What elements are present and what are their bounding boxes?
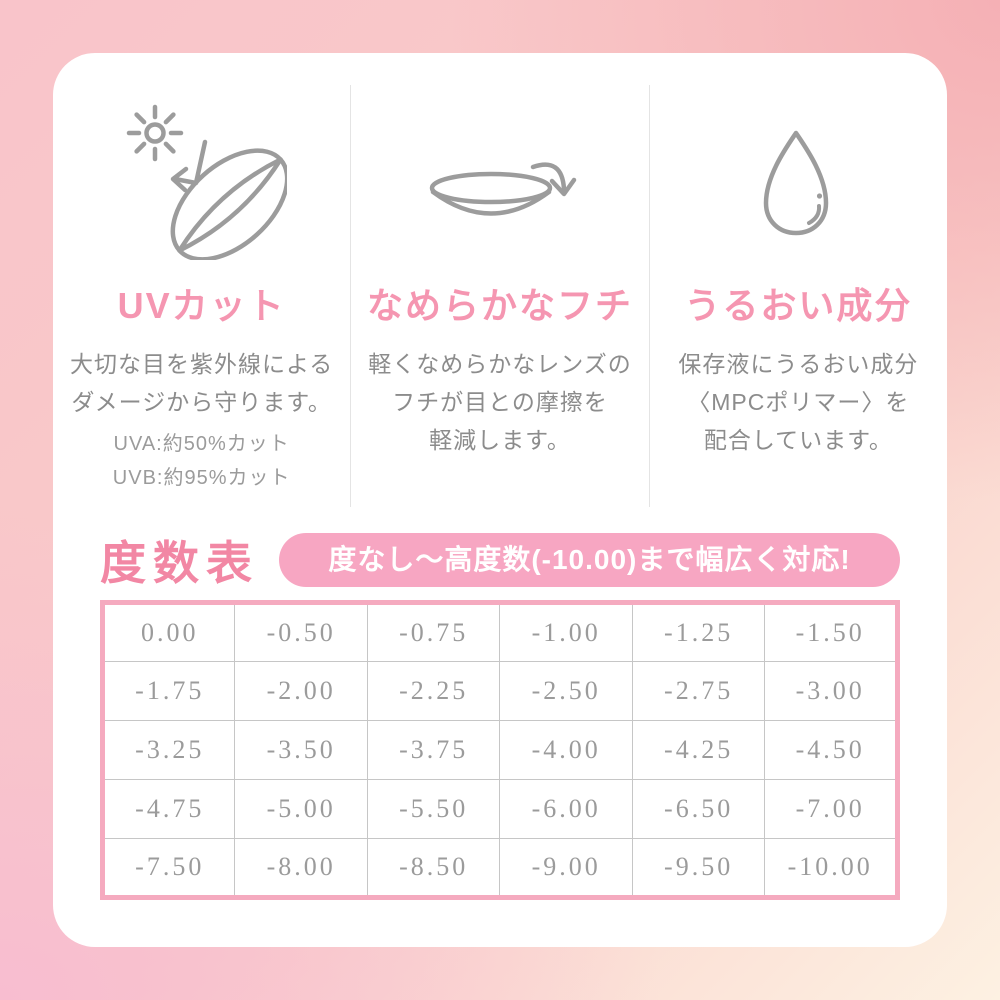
power-value-cell: -5.00: [234, 779, 368, 839]
power-value-cell: -3.00: [764, 661, 898, 721]
power-value-cell: -4.00: [499, 720, 633, 780]
power-value-cell: -2.00: [234, 661, 368, 721]
feature-title: UVカット: [117, 285, 286, 326]
feature-moisture: うるおい成分 保存液にうるおい成分 〈MPCポリマー〉を 配合しています。: [648, 85, 947, 507]
power-value-cell: -4.75: [101, 779, 236, 839]
power-value-cell: -7.00: [764, 779, 898, 839]
power-section-header: 度数表 度なし〜高度数(-10.00)まで幅広く対応!: [100, 527, 900, 593]
feature-description: 保存液にうるおい成分 〈MPCポリマー〉を 配合しています。: [678, 351, 919, 453]
power-value-cell: -3.25: [101, 720, 236, 780]
table-row: -3.25 -3.50 -3.75 -4.00 -4.25 -4.50: [101, 720, 898, 780]
feature-uv-cut: UVカット 大切な目を紫外線による ダメージから守ります。 UVA:約50%カッ…: [53, 85, 350, 507]
feature-smooth-edge: なめらかなフチ 軽くなめらかなレンズの フチが目との摩擦を 軽減します。: [350, 85, 648, 507]
features-section: UVカット 大切な目を紫外線による ダメージから守ります。 UVA:約50%カッ…: [53, 85, 947, 507]
power-value-cell: -1.25: [631, 602, 766, 662]
power-table: 0.00 -0.50 -0.75 -1.00 -1.25 -1.50 -1.75…: [100, 600, 900, 900]
power-value-cell: -0.75: [366, 602, 501, 662]
power-value-cell: -1.50: [764, 602, 898, 662]
power-value-cell: -2.25: [366, 661, 501, 721]
table-row: -7.50 -8.00 -8.50 -9.00 -9.50 -10.00: [101, 838, 898, 898]
moisture-drop-icon: [650, 85, 947, 265]
power-range-badge: 度なし〜高度数(-10.00)まで幅広く対応!: [279, 533, 900, 587]
power-value-cell: -1.00: [499, 602, 633, 662]
power-value-cell: -8.00: [234, 838, 368, 898]
power-value-cell: -4.25: [631, 720, 766, 780]
uv-block-lens-icon: [53, 85, 350, 265]
feature-description: 大切な目を紫外線による ダメージから守ります。: [70, 351, 334, 415]
power-value-cell: -10.00: [764, 838, 898, 898]
product-info-card: UVカット 大切な目を紫外線による ダメージから守ります。 UVA:約50%カッ…: [53, 53, 947, 947]
power-value-cell: -8.50: [366, 838, 501, 898]
power-value-cell: -3.75: [366, 720, 501, 780]
table-row: -4.75 -5.00 -5.50 -6.00 -6.50 -7.00: [101, 779, 898, 839]
feature-title: なめらかなフチ: [366, 285, 633, 326]
uv-cut-rates: UVA:約50%カット UVB:約95%カット: [112, 433, 291, 489]
power-value-cell: -2.75: [631, 661, 766, 721]
power-value-cell: -6.50: [631, 779, 766, 839]
power-value-cell: -5.50: [366, 779, 501, 839]
smooth-edge-lens-icon: [351, 85, 648, 265]
feature-title: うるおい成分: [684, 285, 913, 326]
power-value-cell: -2.50: [499, 661, 633, 721]
power-value-cell: 0.00: [101, 602, 236, 662]
power-value-cell: -9.00: [499, 838, 633, 898]
power-value-cell: -3.50: [234, 720, 368, 780]
power-value-cell: -1.75: [101, 661, 236, 721]
feature-description: 軽くなめらかなレンズの フチが目との摩擦を 軽減します。: [368, 351, 632, 453]
table-row: 0.00 -0.50 -0.75 -1.00 -1.25 -1.50: [101, 602, 898, 662]
table-row: -1.75 -2.00 -2.25 -2.50 -2.75 -3.00: [101, 661, 898, 721]
power-table-heading: 度数表: [100, 537, 259, 589]
power-value-cell: -4.50: [764, 720, 898, 780]
power-value-cell: -0.50: [234, 602, 368, 662]
power-value-cell: -6.00: [499, 779, 633, 839]
power-value-cell: -7.50: [101, 838, 236, 898]
power-value-cell: -9.50: [631, 838, 766, 898]
